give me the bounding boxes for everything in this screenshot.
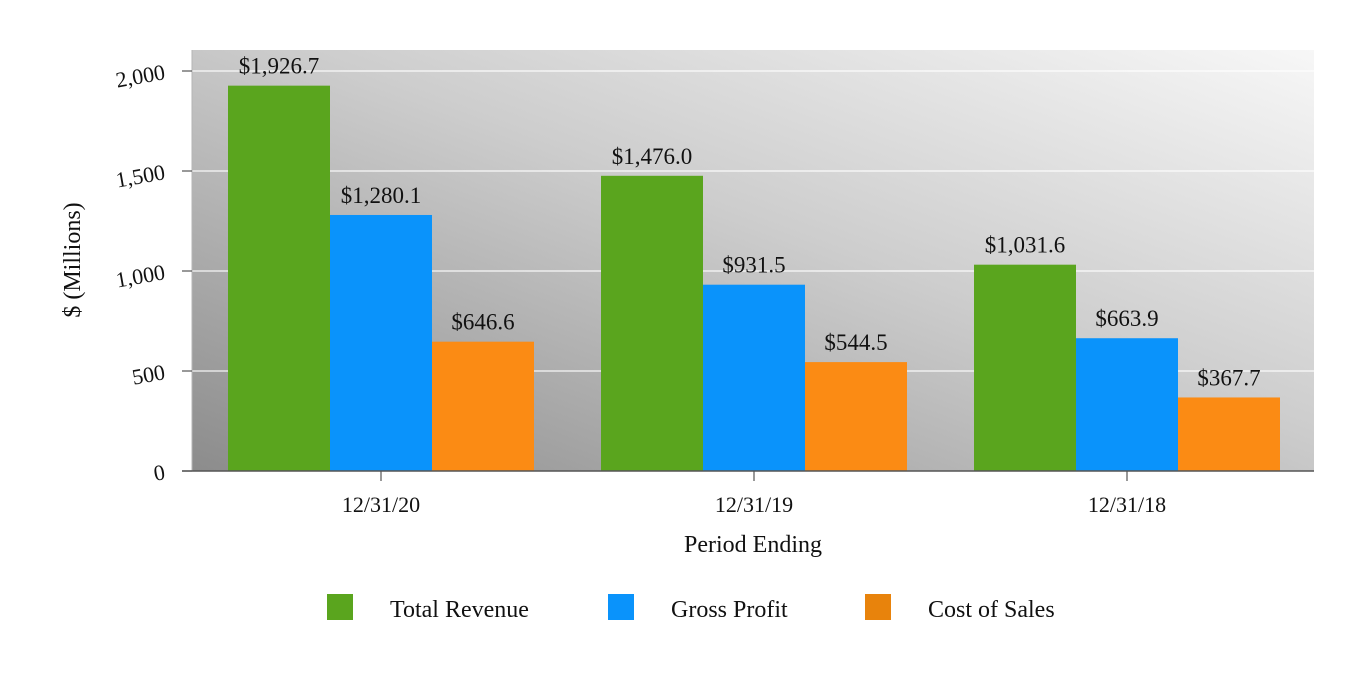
y-tick-label: 2,000	[114, 59, 167, 92]
data-label: $1,476.0	[612, 144, 693, 169]
legend-label: Cost of Sales	[928, 597, 1055, 623]
data-label: $1,280.1	[341, 183, 422, 208]
bar	[703, 284, 805, 471]
bar	[330, 214, 432, 472]
data-label: $1,031.6	[985, 233, 1066, 258]
bars: $1,926.7 $1,280.1 $646.6 $1,476.0 $931.5 $544…	[228, 54, 1280, 472]
x-tick-label: 12/31/19	[715, 492, 793, 517]
data-label: $544.5	[824, 330, 887, 355]
bar	[432, 341, 534, 471]
legend-label: Gross Profit	[671, 597, 788, 623]
x-axis-title: Period Ending	[684, 532, 822, 558]
legend-label: Total Revenue	[390, 597, 529, 623]
bar	[1076, 338, 1178, 471]
y-tick-label: 1,000	[114, 259, 167, 292]
x-axis: 12/31/20 12/31/19 12/31/18	[182, 470, 1314, 517]
data-label: $663.9	[1095, 306, 1158, 331]
y-tick-label: 1,500	[114, 159, 167, 192]
bar	[228, 85, 330, 471]
legend: Total Revenue Gross Profit Cost of Sales	[327, 594, 1055, 623]
y-axis-title: $ (Millions)	[60, 202, 86, 317]
data-label: $367.7	[1197, 365, 1260, 390]
y-axis: 0 500 1,000 1,500 2,000	[114, 50, 193, 486]
y-tick-label: 0	[152, 459, 167, 486]
y-tick-label: 500	[130, 359, 167, 389]
bar	[601, 175, 703, 472]
bar	[1178, 397, 1280, 471]
legend-swatch	[865, 594, 891, 620]
data-label: $646.6	[451, 310, 514, 335]
x-tick-label: 12/31/20	[342, 492, 420, 517]
data-label: $1,926.7	[239, 54, 320, 79]
x-tick-label: 12/31/18	[1088, 492, 1166, 517]
legend-swatch	[608, 594, 634, 620]
data-label: $931.5	[722, 253, 785, 278]
bar	[805, 362, 907, 471]
legend-swatch	[327, 594, 353, 620]
bar	[974, 264, 1076, 471]
